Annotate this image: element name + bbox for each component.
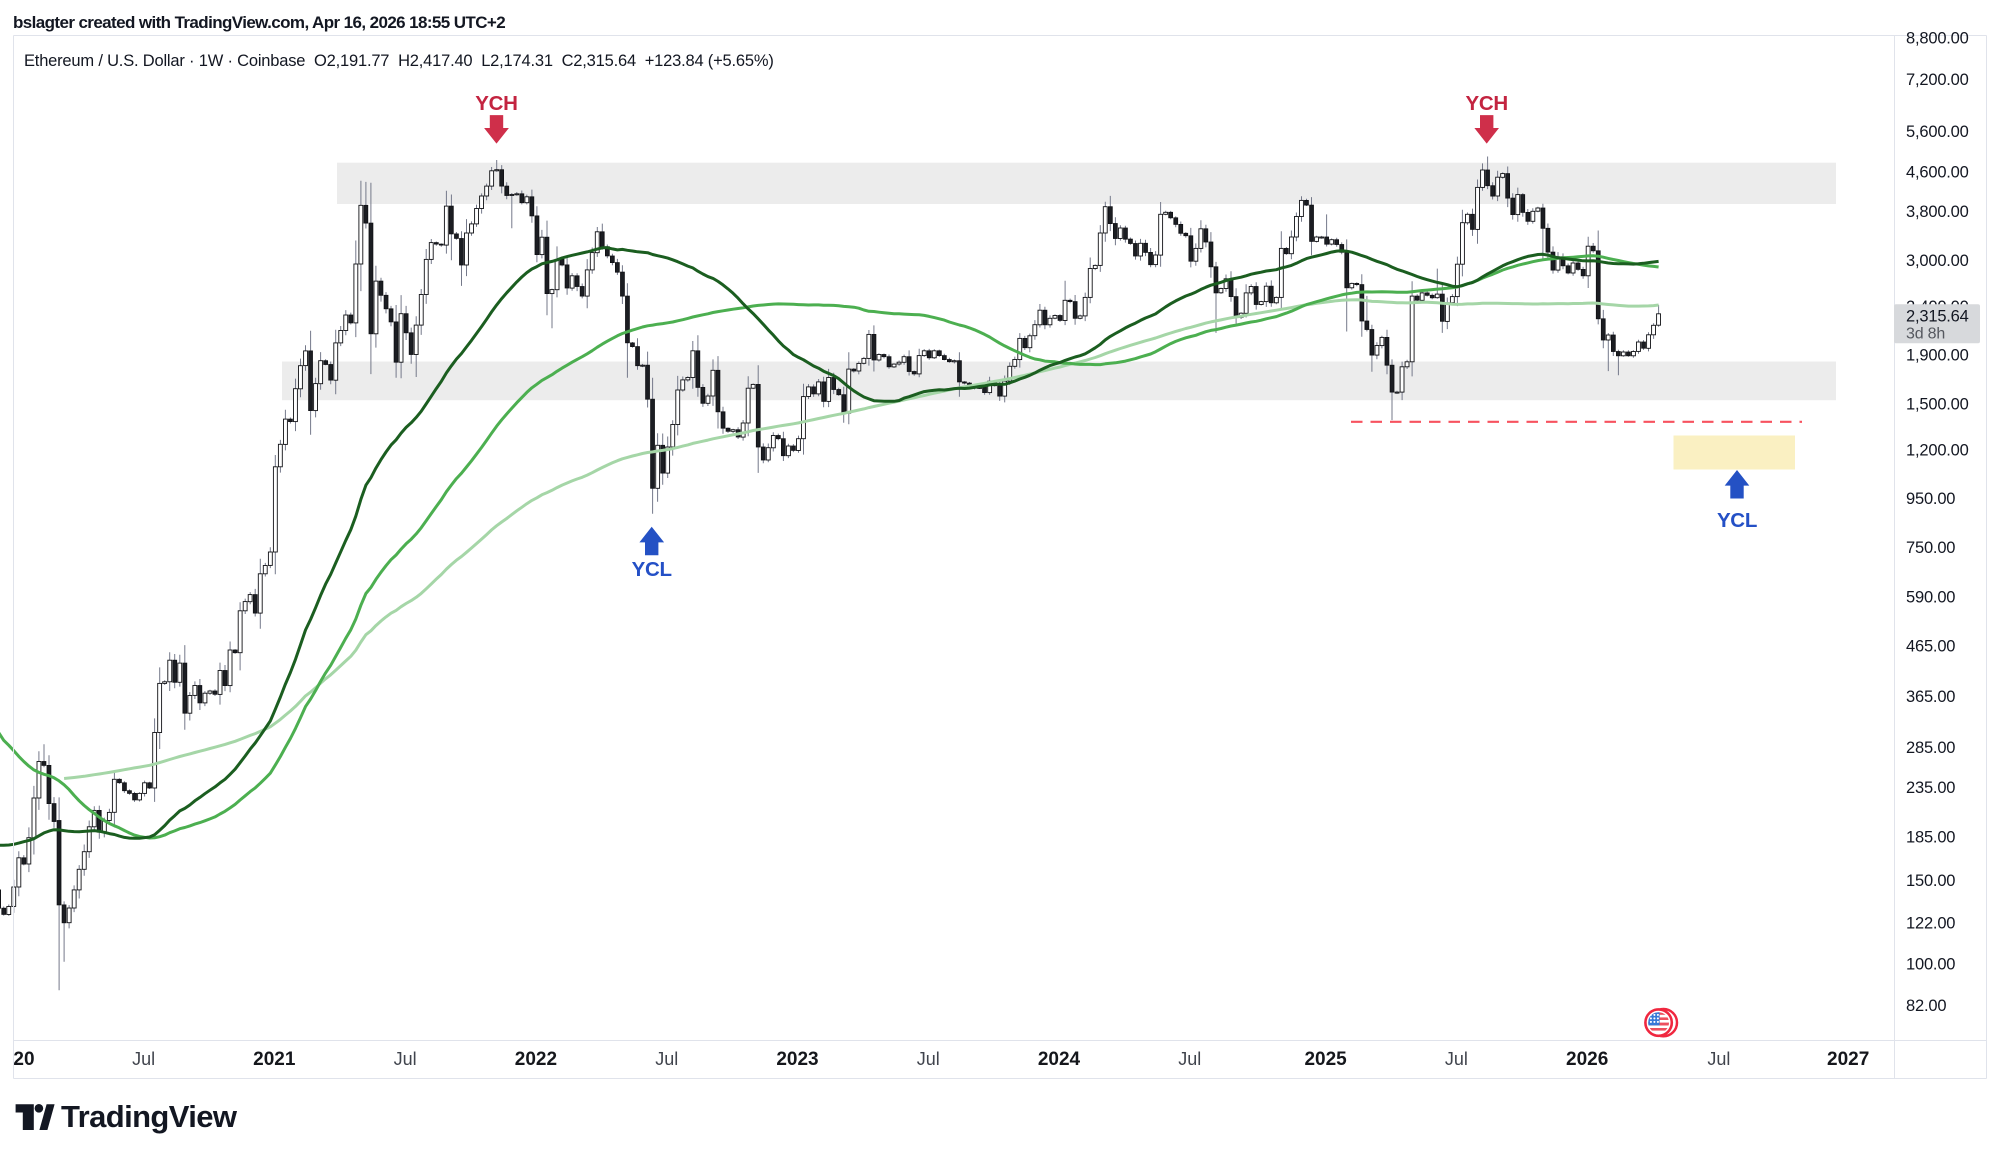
svg-text:2021: 2021 bbox=[253, 1049, 296, 1070]
svg-text:Jul: Jul bbox=[1178, 1049, 1201, 1069]
svg-text:Jul: Jul bbox=[1445, 1049, 1468, 1069]
svg-text:3d 8h: 3d 8h bbox=[1906, 326, 1945, 343]
svg-text:285.00: 285.00 bbox=[1906, 739, 1955, 757]
svg-text:185.00: 185.00 bbox=[1906, 828, 1955, 846]
svg-text:Jul: Jul bbox=[655, 1049, 678, 1069]
svg-text:Jul: Jul bbox=[132, 1049, 155, 1069]
svg-text:2,315.64: 2,315.64 bbox=[1906, 308, 1969, 326]
svg-text:YCH: YCH bbox=[475, 92, 517, 115]
svg-text:150.00: 150.00 bbox=[1906, 872, 1955, 890]
svg-text:122.00: 122.00 bbox=[1906, 915, 1955, 933]
svg-text:YCL: YCL bbox=[1717, 509, 1757, 532]
svg-text:100.00: 100.00 bbox=[1906, 956, 1955, 974]
svg-text:235.00: 235.00 bbox=[1906, 779, 1955, 797]
svg-text:4,600.00: 4,600.00 bbox=[1906, 164, 1969, 182]
svg-text:1,900.00: 1,900.00 bbox=[1906, 347, 1969, 365]
svg-text:2026: 2026 bbox=[1566, 1049, 1608, 1070]
svg-text:465.00: 465.00 bbox=[1906, 638, 1955, 656]
svg-text:750.00: 750.00 bbox=[1906, 539, 1955, 557]
svg-text:20: 20 bbox=[13, 1049, 34, 1070]
svg-text:1,500.00: 1,500.00 bbox=[1906, 395, 1969, 413]
svg-text:5,600.00: 5,600.00 bbox=[1906, 123, 1969, 141]
svg-text:950.00: 950.00 bbox=[1906, 490, 1955, 508]
svg-text:Jul: Jul bbox=[394, 1049, 417, 1069]
svg-text:365.00: 365.00 bbox=[1906, 688, 1955, 706]
svg-text:Jul: Jul bbox=[917, 1049, 940, 1069]
svg-text:YCL: YCL bbox=[632, 558, 672, 581]
svg-text:2023: 2023 bbox=[776, 1049, 818, 1070]
svg-text:1,200.00: 1,200.00 bbox=[1906, 442, 1969, 460]
svg-text:Jul: Jul bbox=[1707, 1049, 1730, 1069]
svg-text:82.00: 82.00 bbox=[1906, 997, 1946, 1015]
svg-text:8,800.00: 8,800.00 bbox=[1906, 29, 1969, 47]
svg-text:7,200.00: 7,200.00 bbox=[1906, 71, 1969, 89]
svg-text:2025: 2025 bbox=[1304, 1049, 1347, 1070]
svg-text:3,000.00: 3,000.00 bbox=[1906, 252, 1969, 270]
svg-text:2022: 2022 bbox=[515, 1049, 557, 1070]
svg-text:2024: 2024 bbox=[1038, 1049, 1081, 1070]
svg-text:YCH: YCH bbox=[1466, 92, 1508, 115]
svg-text:590.00: 590.00 bbox=[1906, 589, 1955, 607]
svg-text:3,800.00: 3,800.00 bbox=[1906, 203, 1969, 221]
svg-text:2027: 2027 bbox=[1827, 1049, 1869, 1070]
